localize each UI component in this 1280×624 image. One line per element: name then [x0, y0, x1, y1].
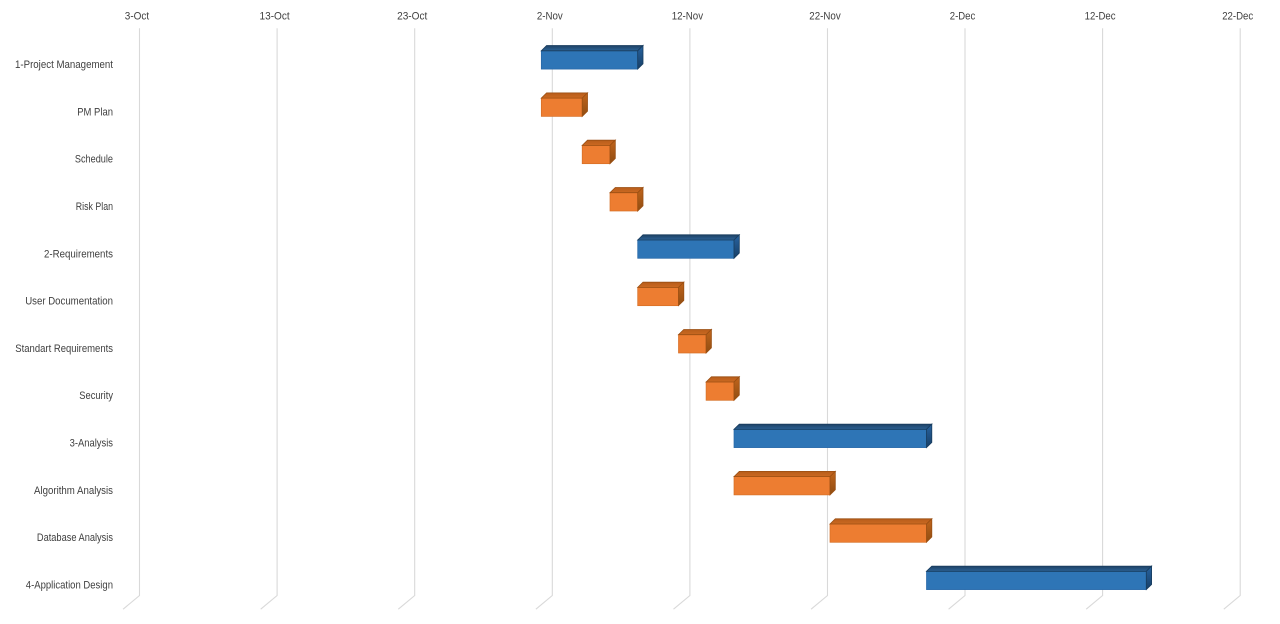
svg-text:Algorithm Analysis: Algorithm Analysis	[34, 485, 114, 497]
svg-text:Schedule: Schedule	[75, 154, 113, 166]
svg-text:22-Nov: 22-Nov	[809, 10, 841, 22]
svg-text:Standart Requirements: Standart Requirements	[15, 343, 113, 355]
svg-text:13-Oct: 13-Oct	[260, 10, 290, 22]
svg-text:3-Oct: 3-Oct	[125, 10, 149, 22]
svg-text:2-Requirements: 2-Requirements	[44, 248, 114, 260]
svg-text:12-Nov: 12-Nov	[672, 10, 704, 22]
svg-text:3-Analysis: 3-Analysis	[70, 438, 114, 450]
svg-text:PM Plan: PM Plan	[77, 106, 113, 118]
svg-text:Database Analysis: Database Analysis	[37, 532, 114, 544]
svg-text:2-Nov: 2-Nov	[537, 10, 563, 22]
svg-text:4-Application Design: 4-Application Design	[26, 580, 113, 592]
svg-text:12-Dec: 12-Dec	[1085, 10, 1116, 22]
svg-text:22-Dec: 22-Dec	[1222, 10, 1253, 22]
svg-text:Risk Plan: Risk Plan	[76, 201, 113, 213]
svg-text:23-Oct: 23-Oct	[397, 10, 427, 22]
svg-text:2-Dec: 2-Dec	[950, 10, 976, 22]
svg-text:Security: Security	[79, 390, 113, 402]
svg-text:User Documentation: User Documentation	[25, 296, 113, 308]
svg-text:1-Project Management: 1-Project Management	[15, 59, 113, 71]
